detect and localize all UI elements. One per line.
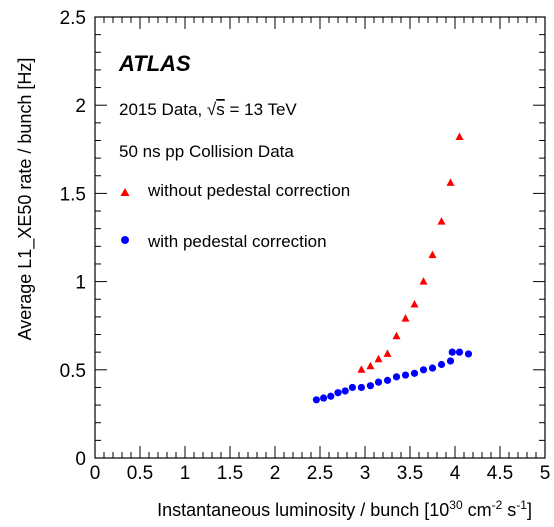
x-tick-label: 4.5	[487, 463, 513, 484]
data-point-with-correction	[392, 373, 401, 381]
x-tick-label: 4	[450, 463, 461, 484]
data-point-without-correction	[455, 132, 464, 140]
data-point-without-correction	[419, 277, 428, 285]
y-tick-label: 1.5	[60, 184, 86, 205]
x-tick-label: 2	[270, 463, 281, 484]
data-point-with-correction	[401, 371, 410, 379]
data-point-with-correction	[366, 382, 374, 390]
data-points	[312, 132, 473, 404]
y-tick-label: 0.5	[60, 361, 86, 382]
data-point-without-correction	[401, 314, 410, 322]
x-tick-label: 5	[540, 463, 551, 484]
data-point-with-correction	[320, 394, 328, 402]
data-point-with-correction	[357, 383, 365, 392]
data-point-with-correction	[327, 392, 335, 400]
data-point-with-correction	[464, 350, 473, 358]
legend-label-without-correction: without pedestal correction	[147, 181, 350, 200]
data-point-without-correction	[357, 365, 366, 373]
data-point-without-correction	[428, 250, 437, 259]
x-tick-label: 1	[180, 463, 191, 484]
x-tick-label: 0.5	[127, 463, 153, 484]
data-point-with-correction	[446, 357, 455, 365]
data-point-with-correction	[341, 387, 349, 395]
legend-label-with-correction: with pedestal correction	[147, 232, 327, 251]
data-point-without-correction	[374, 354, 383, 363]
legend-marker-without-correction	[120, 188, 130, 196]
data-point-with-correction	[428, 364, 437, 372]
data-point-without-correction	[383, 349, 392, 357]
dataset-label: 2015 Data, √s = 13 TeV	[119, 100, 297, 119]
data-point-with-correction	[419, 366, 428, 374]
x-tick-label: 3.5	[397, 463, 423, 484]
data-point-without-correction	[446, 178, 455, 186]
data-point-with-correction	[334, 389, 342, 397]
data-point-with-correction	[410, 369, 419, 377]
y-tick-label: 2	[75, 96, 86, 117]
data-point-without-correction	[410, 300, 419, 308]
legend-marker-with-correction	[121, 236, 129, 244]
x-tick-label: 2.5	[307, 463, 333, 484]
y-tick-label: 1	[75, 273, 86, 294]
data-point-with-correction	[383, 376, 392, 384]
data-point-with-correction	[374, 378, 383, 386]
x-axis-title: Instantaneous luminosity / bunch [1030 c…	[157, 498, 532, 520]
y-tick-label: 2.5	[60, 8, 86, 29]
y-axis-title: Average L1_XE50 rate / bunch [Hz]	[15, 58, 36, 341]
x-tick-label: 0	[90, 463, 101, 484]
y-tick-label: 0	[75, 449, 86, 470]
atlas-label: ATLAS	[118, 51, 191, 76]
tick-labels: 0 0.5 1 1.5 2 2.5 3 3.5 4 4.5 5 0 0.5 1 1.5 2 2.5	[60, 8, 551, 484]
data-point-with-correction	[348, 383, 356, 392]
data-point-without-correction	[437, 217, 446, 225]
data-point-with-correction	[448, 348, 456, 356]
data-point-with-correction	[455, 348, 464, 356]
data-point-without-correction	[366, 361, 375, 370]
x-tick-label: 3	[360, 463, 371, 484]
axis-ticks	[94, 16, 546, 459]
data-point-without-correction	[392, 331, 401, 340]
x-tick-label: 1.5	[217, 463, 243, 484]
data-point-with-correction	[312, 396, 320, 404]
data-point-with-correction	[437, 360, 446, 369]
collision-label: 50 ns pp Collision Data	[119, 142, 294, 161]
